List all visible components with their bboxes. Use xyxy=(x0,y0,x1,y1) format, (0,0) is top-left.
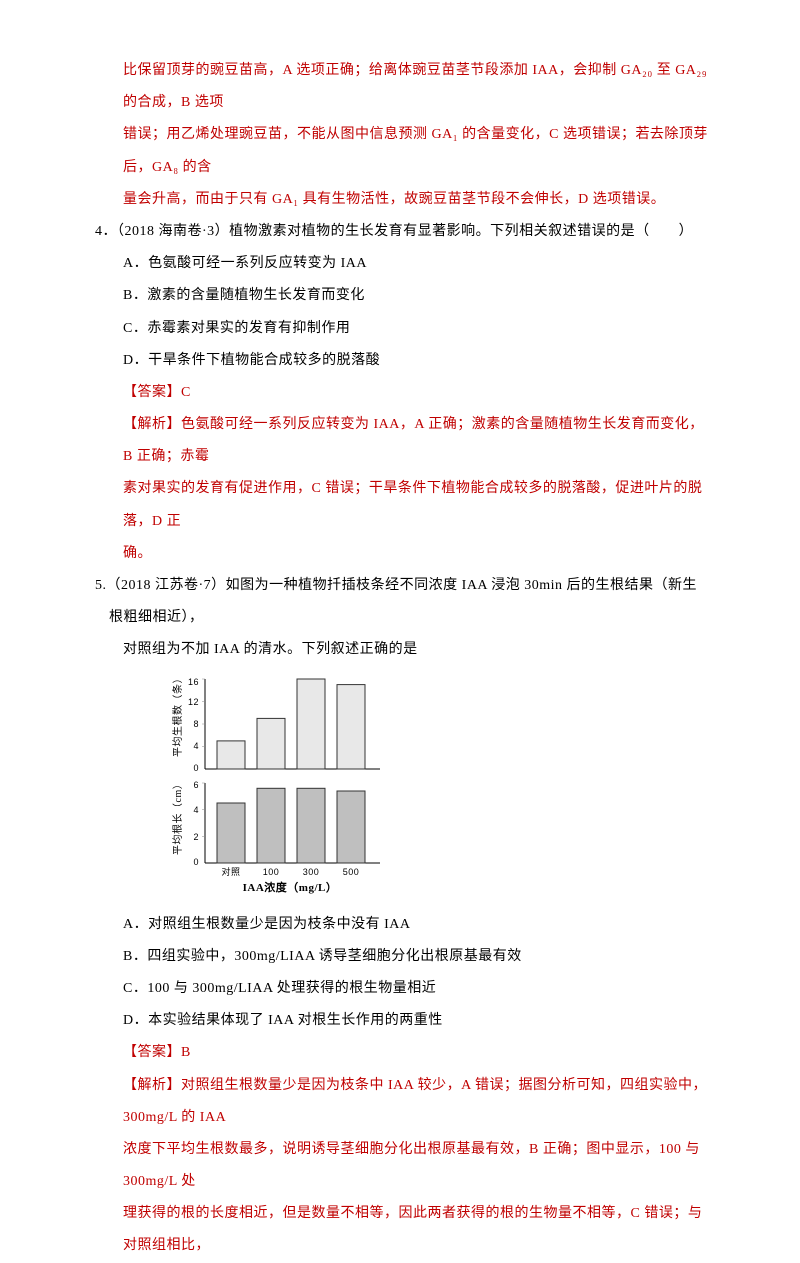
t: 【解析】色氨酸可经一系列反应转变为 IAA，A 正确；激素的含量随植物生长发育而… xyxy=(123,417,704,464)
svg-text:300: 300 xyxy=(303,867,320,877)
q4-d: D．干旱条件下植物能合成较多的脱落酸 xyxy=(95,345,710,377)
intro-para: 比保留顶芽的豌豆苗高，A 选项正确；给离体豌豆苗茎节段添加 IAA，会抑制 GA… xyxy=(95,55,710,216)
ylabel-bottom: 平均根长（cm） xyxy=(171,778,184,854)
q5-head: 5.（2018 江苏卷·7）如图为一种植物扦插枝条经不同浓度 IAA 浸泡 30… xyxy=(109,570,710,667)
svg-text:4: 4 xyxy=(193,741,199,751)
svg-text:6: 6 xyxy=(193,780,199,790)
svg-text:4: 4 xyxy=(193,805,199,815)
t: 理获得的根的长度相近，但是数量不相等，因此两者获得的根的生物量不相等，C 错误；… xyxy=(123,1206,702,1253)
chart: 0 4 8 12 16 平均生根数（条） 0 2 4 6 xyxy=(95,667,710,909)
xlabel: IAA浓度（mg/L） xyxy=(243,880,338,894)
t: 浓度下平均生根数最多，说明诱导茎细胞分化出根原基最有效，B 正确；图中显示，10… xyxy=(123,1142,700,1189)
q4-head: 4．（2018 海南卷·3）植物激素对植物的生长发育有显著影响。下列相关叙述错误… xyxy=(109,216,710,248)
svg-text:16: 16 xyxy=(188,677,199,687)
svg-text:0: 0 xyxy=(193,857,199,867)
q5-a: A．对照组生根数量少是因为枝条中没有 IAA xyxy=(95,909,710,941)
q5-explain: 【解析】对照组生根数量少是因为枝条中 IAA 较少，A 错误；据图分析可知，四组… xyxy=(95,1070,710,1263)
q4-explain: 【解析】色氨酸可经一系列反应转变为 IAA，A 正确；激素的含量随植物生长发育而… xyxy=(95,409,710,570)
q4-answer: 【答案】C xyxy=(95,377,710,409)
svg-text:2: 2 xyxy=(193,832,199,842)
q5-d: D．本实验结果体现了 IAA 对根生长作用的两重性 xyxy=(95,1005,710,1037)
t: 确。 xyxy=(123,546,152,561)
ylabel-top: 平均生根数（条） xyxy=(171,673,184,757)
q4-a: A．色氨酸可经一系列反应转变为 IAA xyxy=(95,248,710,280)
q4-c: C．赤霉素对果实的发育有抑制作用 xyxy=(95,313,710,345)
t: 5.（2018 江苏卷·7）如图为一种植物扦插枝条经不同浓度 IAA 浸泡 30… xyxy=(95,578,697,625)
svg-text:12: 12 xyxy=(188,697,199,707)
t: 素对果实的发育有促进作用，C 错误；干旱条件下植物能合成较多的脱落酸，促进叶片的… xyxy=(123,481,702,528)
svg-text:100: 100 xyxy=(263,867,280,877)
svg-text:500: 500 xyxy=(343,867,360,877)
t: 对照组为不加 IAA 的清水。下列叙述正确的是 xyxy=(109,642,418,657)
q4-b: B．激素的含量随植物生长发育而变化 xyxy=(95,280,710,312)
t: 比保留顶芽的豌豆苗高，A 选项正确；给离体豌豆苗茎节段添加 IAA，会抑制 GA… xyxy=(123,63,707,110)
q5-answer: 【答案】B xyxy=(95,1037,710,1069)
svg-text:8: 8 xyxy=(193,719,199,729)
t: 量会升高，而由于只有 GA₁ 具有生物活性，故豌豆苗茎节段不会伸长，D 选项错误… xyxy=(123,192,665,207)
svg-text:对照: 对照 xyxy=(221,866,240,877)
q5-b: B．四组实验中，300mg/LIAA 诱导茎细胞分化出根原基最有效 xyxy=(95,941,710,973)
svg-text:0: 0 xyxy=(193,763,199,773)
t: 错误；用乙烯处理豌豆苗，不能从图中信息预测 GA₁ 的含量变化，C 选项错误；若… xyxy=(123,127,708,174)
q5-c: C．100 与 300mg/LIAA 处理获得的根生物量相近 xyxy=(95,973,710,1005)
t: 【解析】对照组生根数量少是因为枝条中 IAA 较少，A 错误；据图分析可知，四组… xyxy=(123,1078,707,1125)
